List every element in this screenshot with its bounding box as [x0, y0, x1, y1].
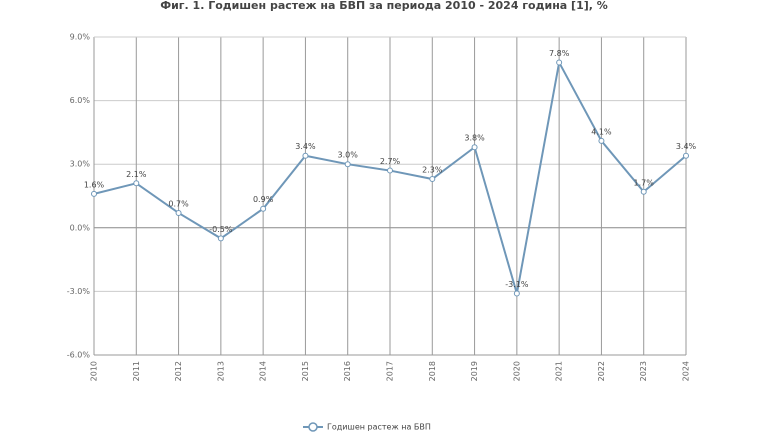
x-tick-label: 2011	[132, 361, 141, 381]
data-point	[260, 205, 267, 212]
data-point	[640, 188, 647, 195]
data-point	[91, 190, 97, 197]
data-point	[471, 144, 478, 151]
legend-marker	[308, 422, 318, 432]
data-point	[683, 152, 689, 159]
value-label: 2.1%	[126, 170, 147, 179]
value-label: 7.8%	[549, 49, 570, 58]
y-tick-label: 3.0%	[70, 160, 91, 169]
x-tick-label: 2013	[216, 361, 225, 381]
x-tick-label: 2010	[90, 361, 99, 381]
x-tick-label: 2020	[512, 361, 521, 381]
legend-label: Годишен растеж на БВП	[327, 423, 431, 432]
data-point	[513, 290, 520, 297]
value-label: 2.7%	[380, 157, 401, 166]
value-label: 1.7%	[634, 178, 655, 187]
data-point	[175, 209, 182, 216]
chart-title: Фиг. 1. Годишен растеж на БВП за периода…	[160, 0, 608, 12]
value-label: 3.8%	[464, 134, 485, 143]
x-tick-label: 2016	[343, 361, 352, 381]
x-tick-label: 2015	[301, 361, 310, 381]
data-point	[302, 152, 309, 159]
value-label: -0.5%	[209, 225, 233, 234]
x-tick-label: 2012	[174, 361, 183, 381]
x-tick-label: 2021	[555, 361, 564, 381]
value-label: 3.4%	[676, 142, 697, 151]
y-tick-label: 0.0%	[70, 223, 91, 232]
value-label: 1.6%	[84, 180, 105, 189]
x-tick-label: 2014	[259, 361, 268, 381]
value-label: -3.1%	[505, 280, 529, 289]
data-point	[556, 59, 563, 66]
value-label: 3.0%	[338, 151, 359, 160]
x-tick-label: 2018	[428, 361, 437, 381]
x-tick-label: 2024	[682, 361, 691, 381]
data-point	[429, 176, 436, 183]
data-point	[598, 137, 605, 144]
value-label: 0.9%	[253, 195, 274, 204]
x-tick-label: 2022	[597, 361, 606, 381]
y-tick-label: 6.0%	[70, 96, 91, 105]
value-label: 2.3%	[422, 166, 443, 175]
data-point	[387, 167, 393, 174]
value-label: 3.4%	[295, 142, 316, 151]
data-point	[217, 235, 224, 242]
legend: Годишен растеж на БВП	[303, 422, 431, 432]
y-tick-label: 9.0%	[70, 33, 91, 42]
y-tick-label: -3.0%	[67, 287, 91, 296]
x-tick-label: 2017	[386, 361, 395, 381]
y-tick-label: -6.0%	[67, 351, 91, 360]
value-label: 4.1%	[591, 127, 612, 136]
data-point	[133, 180, 140, 187]
value-label: 0.7%	[168, 199, 189, 208]
data-point	[344, 161, 351, 168]
x-tick-label: 2019	[470, 361, 479, 381]
x-tick-label: 2023	[639, 361, 648, 381]
